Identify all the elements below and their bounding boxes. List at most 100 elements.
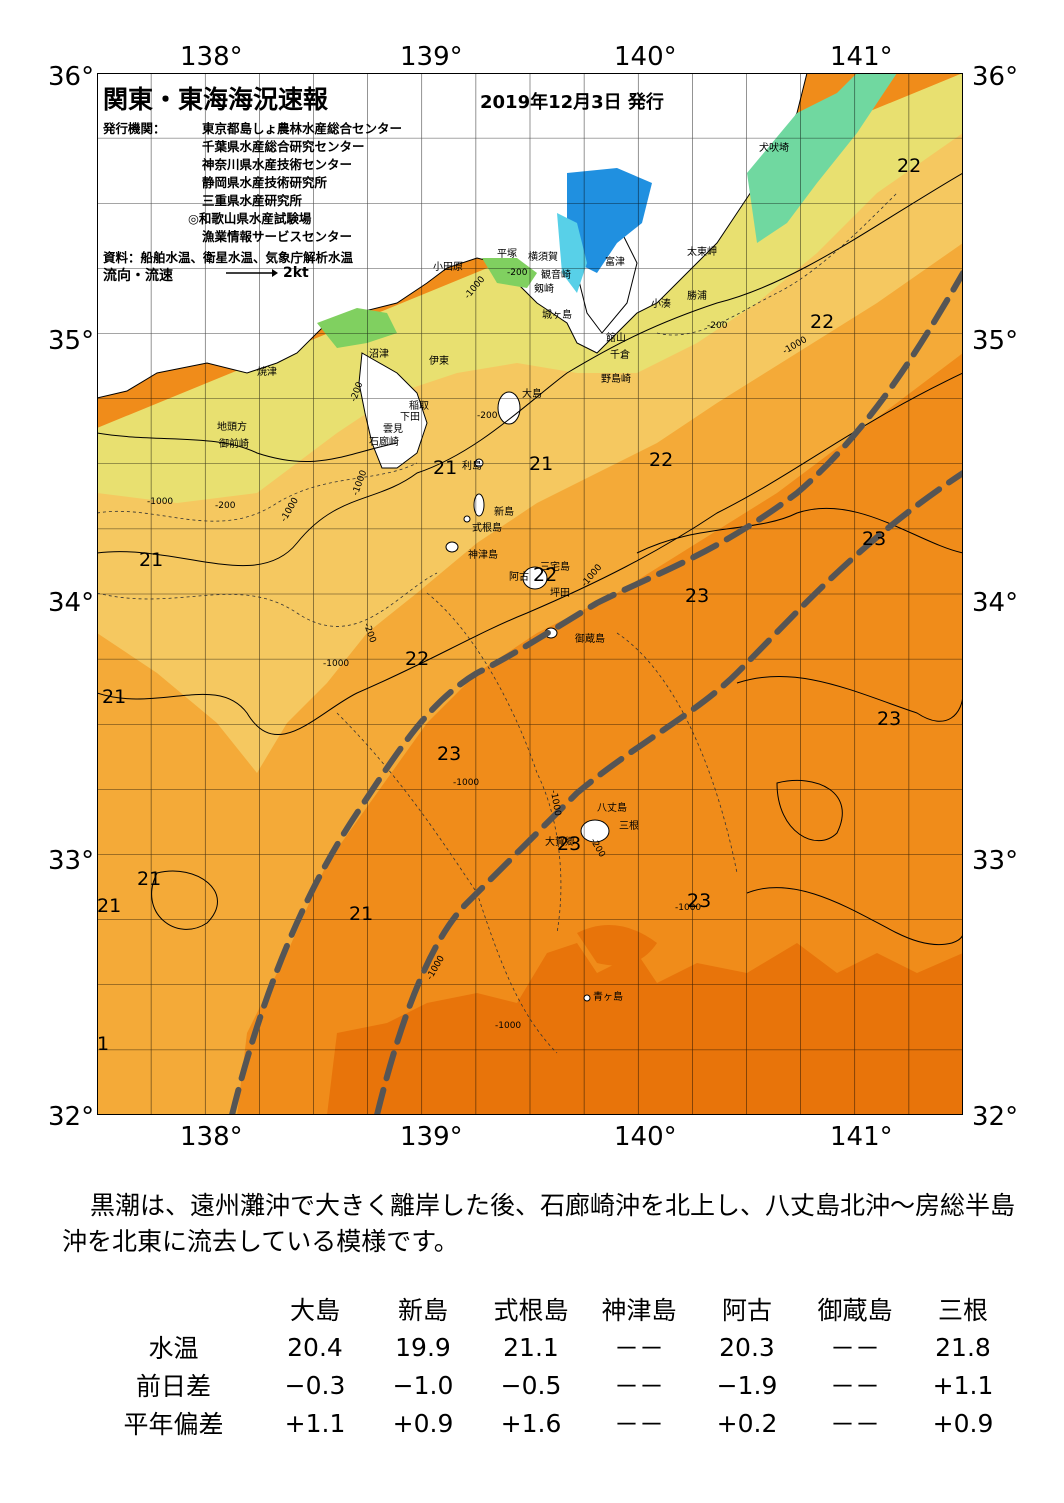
issue-date: 2019年12月3日 発行 xyxy=(480,92,664,113)
temp-label: 23 xyxy=(557,833,582,855)
lat-tick-left-36: 36° xyxy=(48,62,95,92)
legend-arrow-icon xyxy=(226,269,278,277)
temp-label: 21 xyxy=(139,549,164,571)
place-name: 勝浦 xyxy=(687,291,707,302)
land-north xyxy=(97,73,808,399)
temp-label: 22 xyxy=(897,155,922,177)
place-name: 太東岬 xyxy=(687,247,717,258)
table-cell: +0.9 xyxy=(932,1408,994,1438)
lat-tick-right-36: 36° xyxy=(972,62,1019,92)
lat-tick-left-34: 34° xyxy=(48,588,95,618)
table-cell: 20.4 xyxy=(287,1332,343,1362)
island-kozushima xyxy=(445,541,459,553)
table-cell: +1.1 xyxy=(284,1408,346,1438)
lon-tick-top-141: 141° xyxy=(830,42,893,72)
kuroshio-axis xyxy=(229,270,963,1115)
place-name: 坪田 xyxy=(550,588,570,599)
place-name: 小田原 xyxy=(433,262,463,273)
agency-item: ◎和歌山県水産試験場 xyxy=(188,211,312,226)
table-row: 水温 20.4 19.9 21.1 －－ 20.3 －－ 21.8 xyxy=(86,1328,1017,1366)
agency-item: 神奈川県水産技術センター xyxy=(202,157,353,172)
temp-label: 21 xyxy=(529,453,554,475)
table-cell: −1.0 xyxy=(392,1370,454,1400)
tokyo-bay xyxy=(567,168,652,273)
place-name: 横須賀 xyxy=(528,252,558,263)
land-izu-peninsula xyxy=(358,352,428,469)
place-name: 雲見 xyxy=(383,424,403,435)
lat-tick-left-33: 33° xyxy=(48,846,95,876)
depth-label: -200 xyxy=(215,501,236,511)
place-name: 大島 xyxy=(522,389,542,400)
data-source: 資料：船舶水温、衛星水温、気象庁解析水温 xyxy=(103,250,354,265)
place-name: 犬吠埼 xyxy=(759,143,789,154)
lat-tick-right-34: 34° xyxy=(972,588,1019,618)
temp-label: 22 xyxy=(649,449,674,471)
table-header-row: 大島 新島 式根島 神津島 阿古 御蔵島 三根 xyxy=(86,1290,1017,1328)
lat-tick-right-32: 32° xyxy=(972,1102,1019,1132)
depth-label: -1000 xyxy=(323,659,350,669)
depth-label: -1000 xyxy=(453,778,480,788)
table-cell: +1.1 xyxy=(932,1370,994,1400)
temp-label: 23 xyxy=(862,528,887,550)
place-name: 石廊崎 xyxy=(369,437,399,448)
legend-speed: 2kt xyxy=(283,265,309,281)
depth-label: -200 xyxy=(477,411,498,421)
description-text: 黒潮は、遠州灘沖で大きく離岸した後、石廊崎沖を北上し、八丈島北沖～房総半島沖を北… xyxy=(62,1191,1016,1256)
depth-label: -200 xyxy=(707,321,728,331)
island-oshima xyxy=(497,391,521,425)
table-cell: －－ xyxy=(829,1410,880,1439)
table-cell: +1.6 xyxy=(500,1408,562,1438)
table-row: 前日差 −0.3 −1.0 −0.5 －－ −1.9 －－ +1.1 xyxy=(86,1366,1017,1404)
table-col-header: 阿古 xyxy=(721,1296,772,1325)
bay-cyan xyxy=(557,213,587,293)
lon-tick-bottom-141: 141° xyxy=(830,1122,893,1152)
place-name: 大賀郷 xyxy=(545,837,575,848)
table-col-header: 三根 xyxy=(937,1296,988,1325)
map-title: 関東・東海海況速報 xyxy=(103,85,329,114)
row-label: 前日差 xyxy=(135,1372,211,1401)
temp-label: 21 xyxy=(349,903,374,925)
table-cell: －－ xyxy=(613,1334,664,1363)
coast-green-band-2 xyxy=(482,258,537,288)
lon-tick-top-139: 139° xyxy=(400,42,463,72)
temp-label: 21 xyxy=(102,686,127,708)
place-name: 伊東 xyxy=(429,356,449,367)
lon-tick-bottom-138: 138° xyxy=(180,1122,243,1152)
island-miyakejima xyxy=(522,566,548,590)
temp-label: 21 xyxy=(433,457,458,479)
place-name: 式根島 xyxy=(472,523,502,534)
temp-label: 23 xyxy=(685,585,710,607)
lat-tick-right-35: 35° xyxy=(972,326,1019,356)
place-name: 小湊 xyxy=(651,299,671,310)
temp-label: 21 xyxy=(97,895,122,917)
isotherms xyxy=(97,172,963,946)
depth-label: -200 xyxy=(507,268,528,278)
table-cell: 20.3 xyxy=(719,1332,775,1362)
island-aogashima xyxy=(583,994,591,1002)
agency-item: 静岡県水産技術研究所 xyxy=(202,175,328,190)
table-cell: +0.2 xyxy=(716,1408,778,1438)
lon-tick-bottom-139: 139° xyxy=(400,1122,463,1152)
place-name: 新島 xyxy=(494,507,514,518)
place-name: 地頭方 xyxy=(217,422,247,433)
agencies-label: 発行機関： xyxy=(103,121,166,136)
coast-green-band-3 xyxy=(747,73,897,243)
table-cell: －－ xyxy=(829,1372,880,1401)
legend-label: 流向・流速 xyxy=(103,268,173,284)
table-cell: −0.5 xyxy=(500,1370,562,1400)
place-name: 三宅島 xyxy=(540,562,570,573)
row-label: 平年偏差 xyxy=(123,1410,224,1439)
lon-tick-top-138: 138° xyxy=(180,42,243,72)
table-row: 平年偏差 +1.1 +0.9 +1.6 －－ +0.2 －－ +0.9 xyxy=(86,1404,1017,1442)
temp-label: 1 xyxy=(97,1033,110,1055)
place-name: 八丈島 xyxy=(597,803,627,814)
place-name: 御蔵島 xyxy=(575,634,605,645)
table-cell: －－ xyxy=(829,1334,880,1363)
table-cell: −1.9 xyxy=(716,1370,778,1400)
island-hachijojima xyxy=(580,819,610,843)
place-name: 青ヶ島 xyxy=(593,992,623,1003)
agency-item: 三重県水産研究所 xyxy=(202,193,303,208)
grid-lines xyxy=(97,73,963,1115)
temp-label: 21 xyxy=(137,868,162,890)
row-label: 水温 xyxy=(148,1334,199,1363)
